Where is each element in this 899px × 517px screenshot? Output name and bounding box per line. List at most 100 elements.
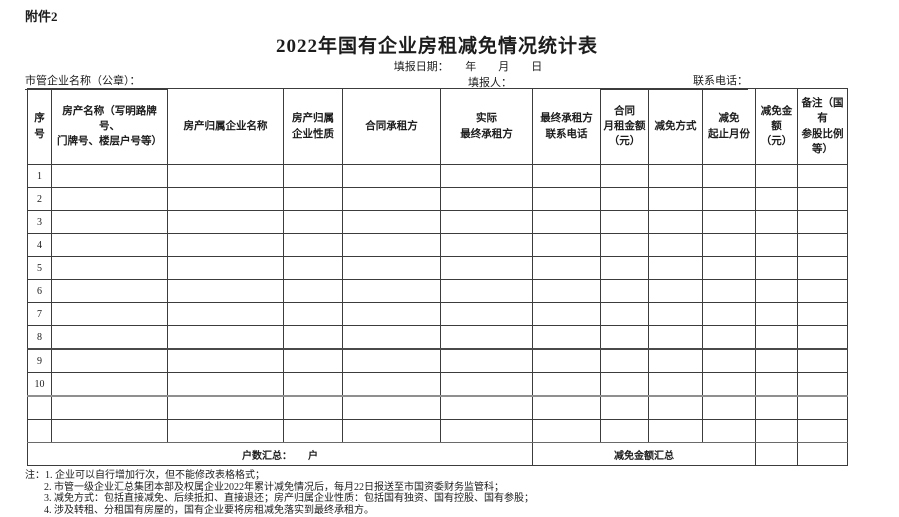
empty-cell <box>532 210 601 234</box>
empty-cell <box>532 348 601 373</box>
empty-cell <box>342 302 441 326</box>
empty-cell <box>702 164 756 188</box>
column-header-property-name: 房产名称（写明路牌号、 门牌号、楼层户号等） <box>51 88 168 165</box>
empty-cell <box>532 279 601 303</box>
empty-cell <box>702 210 756 234</box>
empty-cell <box>797 395 848 420</box>
column-header-seq: 序 号 <box>27 88 52 165</box>
empty-cell <box>600 325 649 350</box>
empty-cell <box>283 164 343 188</box>
empty-cell <box>797 279 848 303</box>
empty-cell <box>440 395 533 420</box>
empty-cell <box>51 233 168 257</box>
empty-cell <box>797 210 848 234</box>
empty-cell <box>600 372 649 397</box>
empty-cell <box>600 302 649 326</box>
row-number-cell: 7 <box>27 302 52 326</box>
empty-cell <box>51 348 168 373</box>
empty-cell <box>702 302 756 326</box>
note-text: 1. 企业可以自行增加行次，但不能修改表格格式； <box>45 470 265 481</box>
empty-cell <box>702 395 756 420</box>
empty-cell <box>440 325 533 350</box>
empty-cell <box>755 372 798 397</box>
empty-cell <box>51 256 168 280</box>
empty-cell <box>167 279 284 303</box>
empty-cell <box>440 302 533 326</box>
empty-cell <box>283 348 343 373</box>
column-header-remarks: 备注（国有 参股比例 等） <box>797 88 848 165</box>
empty-cell <box>167 164 284 188</box>
empty-cell <box>342 256 441 280</box>
empty-cell <box>532 164 601 188</box>
empty-cell <box>51 187 168 211</box>
column-header-monthly-rent: 合同 月租金额 （元） <box>600 88 649 165</box>
row-number-cell <box>27 419 52 443</box>
column-header-reduction-method: 减免方式 <box>648 88 703 165</box>
column-header-lessee-phone: 最终承租方 联系电话 <box>532 88 601 165</box>
empty-cell <box>283 302 343 326</box>
empty-cell <box>797 302 848 326</box>
statistics-table: 序 号 房产名称（写明路牌号、 门牌号、楼层户号等） 房产归属企业名称 房产归属… <box>27 88 848 466</box>
empty-cell <box>51 372 168 397</box>
empty-cell <box>167 302 284 326</box>
note-line: 3. 减免方式：包括直接减免、后续抵扣、直接退还；房产归属企业性质：包括国有独资… <box>44 493 534 504</box>
empty-cell <box>755 210 798 234</box>
empty-cell <box>167 187 284 211</box>
table-row: 10 <box>27 372 848 397</box>
empty-cell <box>167 395 284 420</box>
empty-cell <box>51 279 168 303</box>
row-number-cell: 1 <box>27 164 52 188</box>
empty-cell <box>797 256 848 280</box>
note-prefix: 注： <box>25 470 45 481</box>
empty-cell <box>648 233 703 257</box>
empty-cell <box>283 187 343 211</box>
empty-cell <box>648 372 703 397</box>
empty-cell <box>167 256 284 280</box>
empty-cell <box>702 419 756 443</box>
empty-cell <box>600 348 649 373</box>
footnotes: 注： 1. 企业可以自行增加行次，但不能修改表格格式； 2. 市管一级企业汇总集… <box>25 470 745 516</box>
empty-cell <box>440 256 533 280</box>
summary-amount-cell: 减免金额汇总 <box>532 442 756 466</box>
row-number-cell: 5 <box>27 256 52 280</box>
table-row: 5 <box>27 256 848 280</box>
empty-cell <box>648 348 703 373</box>
info-line: 市管企业名称（公章）： 填报人： 联系电话： <box>25 72 874 90</box>
empty-cell <box>283 419 343 443</box>
empty-cell <box>440 187 533 211</box>
header-row: 序 号 房产名称（写明路牌号、 门牌号、楼层户号等） 房产归属企业名称 房产归属… <box>27 88 848 165</box>
empty-cell <box>755 395 798 420</box>
empty-cell <box>342 210 441 234</box>
empty-cell <box>755 348 798 373</box>
row-number-cell: 8 <box>27 325 52 350</box>
empty-cell <box>755 279 798 303</box>
summary-count-label: 户数汇总： <box>242 450 292 462</box>
empty-cell <box>648 302 703 326</box>
empty-cell <box>797 164 848 188</box>
empty-cell <box>702 279 756 303</box>
note-line: 2. 市管一级企业汇总集团本部及权属企业2022年累计减免情况后，每月22日报送… <box>44 481 504 493</box>
empty-cell <box>532 419 601 443</box>
empty-cell <box>797 233 848 257</box>
empty-cell <box>440 164 533 188</box>
column-header-final-lessee: 实际 最终承租方 <box>440 88 533 165</box>
empty-cell <box>648 325 703 350</box>
empty-cell <box>797 325 848 350</box>
empty-cell <box>600 395 649 420</box>
empty-cell <box>702 187 756 211</box>
row-number-cell: 6 <box>27 279 52 303</box>
empty-cell <box>600 279 649 303</box>
table-row: 9 <box>27 348 848 373</box>
empty-cell <box>342 348 441 373</box>
empty-cell <box>532 395 601 420</box>
table-row <box>27 395 848 420</box>
empty-cell <box>797 442 848 466</box>
empty-cell <box>600 187 649 211</box>
table-row: 4 <box>27 233 848 257</box>
empty-cell <box>283 325 343 350</box>
empty-cell <box>532 233 601 257</box>
empty-cell <box>167 325 284 350</box>
empty-cell <box>600 233 649 257</box>
row-number-cell: 2 <box>27 187 52 211</box>
